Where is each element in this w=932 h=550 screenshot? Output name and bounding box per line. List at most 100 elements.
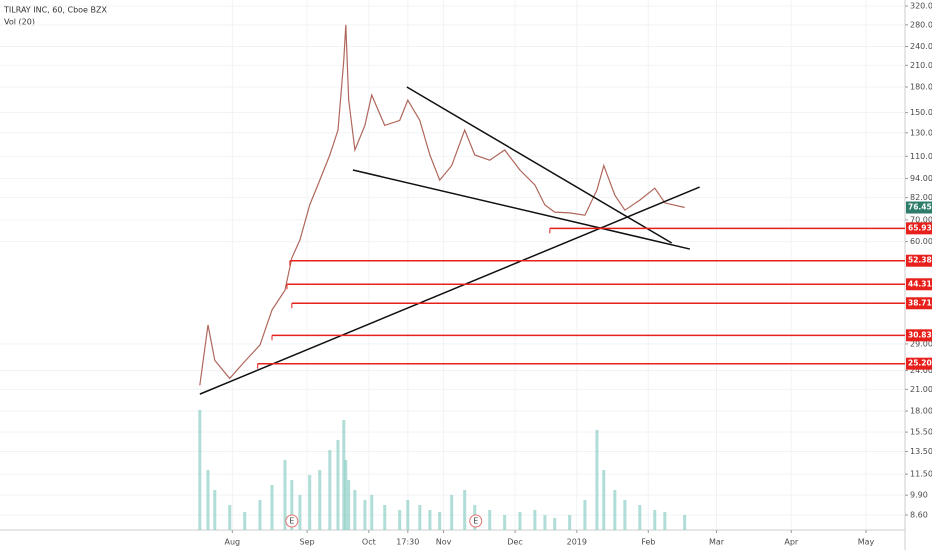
volume-bar	[347, 480, 351, 530]
level-label-box	[906, 357, 932, 370]
volume-bar	[363, 500, 367, 530]
x-tick-label: Oct	[362, 538, 376, 547]
y-tick-label: 240.00	[910, 42, 932, 51]
volume-bar	[428, 510, 432, 530]
x-tick-label: 17:30	[396, 538, 419, 547]
x-tick-label: 2019	[567, 538, 587, 547]
x-tick-label: Aug	[225, 538, 241, 547]
level-label: 25.20	[908, 359, 932, 368]
trendline	[352, 169, 691, 250]
volume-bar	[543, 515, 547, 530]
x-tick-label: Nov	[436, 538, 452, 547]
volume-bar	[488, 510, 492, 530]
volume-bar	[595, 430, 599, 530]
level-label: 52.38	[908, 256, 932, 265]
volume-bar	[583, 500, 587, 530]
level-label-box	[906, 222, 932, 235]
y-tick-label: 150.00	[910, 108, 932, 117]
volume-bar	[243, 512, 247, 530]
volume-bar	[406, 500, 410, 530]
y-tick-label: 70.00	[910, 215, 932, 224]
volume-label: Vol (20)	[4, 18, 35, 27]
volume-bar	[206, 470, 210, 530]
chart-title: TILRAY INC, 60, Cboe BZX	[3, 6, 107, 15]
volume-bar	[344, 460, 348, 530]
last-value-box	[906, 201, 932, 214]
volume-bar	[370, 495, 374, 530]
trendline	[199, 186, 700, 395]
y-tick-label: 24.00	[910, 366, 932, 375]
volume-bar	[228, 505, 232, 530]
level-label-box	[906, 297, 932, 310]
y-tick-label: 130.00	[910, 128, 932, 137]
y-tick-label: 280.00	[910, 20, 932, 29]
earnings-marker	[469, 514, 483, 528]
volume-bar	[353, 490, 357, 530]
y-tick-label: 94.00	[910, 174, 932, 183]
volume-bar	[463, 490, 467, 530]
level-label-box	[906, 278, 932, 291]
volume-bar	[623, 500, 627, 530]
volume-bar	[398, 510, 402, 530]
volume-bar	[308, 475, 312, 530]
volume-bar	[553, 518, 557, 530]
volume-bar	[213, 490, 217, 530]
earnings-label: E	[473, 517, 478, 526]
y-tick-label: 13.50	[910, 447, 932, 456]
volume-bar	[683, 515, 687, 530]
volume-bar	[438, 512, 442, 530]
volume-bar	[198, 410, 202, 530]
x-tick-label: Apr	[784, 538, 799, 547]
x-tick-label: May	[858, 538, 875, 547]
x-tick-label: Mar	[709, 538, 725, 547]
volume-bar	[638, 505, 642, 530]
y-tick-label: 29.00	[910, 339, 932, 348]
volume-bar	[518, 512, 522, 530]
volume-bar	[318, 470, 322, 530]
y-tick-label: 18.00	[910, 407, 932, 416]
y-tick-label: 210.00	[910, 61, 932, 70]
volume-bar	[290, 480, 294, 530]
volume-bar	[283, 460, 287, 530]
level-label: 38.71	[908, 298, 932, 307]
level-label-box	[906, 254, 932, 267]
y-tick-label: 110.00	[910, 152, 932, 161]
volume-bar	[613, 490, 617, 530]
earnings-label: E	[289, 517, 294, 526]
y-tick-label: 82.00	[910, 193, 932, 202]
trendline	[406, 86, 673, 244]
level-label-box	[906, 329, 932, 342]
volume-bar	[258, 500, 262, 530]
level-label: 44.31	[908, 279, 932, 288]
volume-bar	[418, 505, 422, 530]
y-tick-label: 8.60	[910, 510, 928, 519]
y-tick-label: 9.90	[910, 491, 928, 500]
volume-bar	[298, 495, 302, 530]
volume-bar	[663, 512, 667, 530]
volume-bar	[336, 440, 340, 530]
y-tick-label: 11.50	[910, 470, 932, 479]
volume-bar	[503, 515, 507, 530]
volume-bar	[270, 485, 274, 530]
last-value-label: 76.45	[908, 203, 932, 212]
level-label: 65.93	[908, 223, 932, 232]
y-tick-label: 21.00	[910, 385, 932, 394]
volume-bar	[450, 495, 454, 530]
volume-bar	[568, 515, 572, 530]
y-tick-label: 320.00	[910, 2, 932, 11]
x-tick-label: Feb	[641, 538, 655, 547]
volume-bar	[653, 510, 657, 530]
level-label: 30.83	[908, 330, 932, 339]
earnings-marker	[285, 514, 299, 528]
y-tick-label: 15.50	[910, 428, 932, 437]
volume-bar	[328, 450, 332, 530]
y-tick-label: 60.00	[910, 237, 932, 246]
volume-bar	[342, 420, 346, 530]
x-tick-label: Dec	[507, 538, 522, 547]
price-line	[199, 24, 685, 386]
x-tick-label: Sep	[300, 538, 315, 547]
y-tick-label: 180.00	[910, 82, 932, 91]
